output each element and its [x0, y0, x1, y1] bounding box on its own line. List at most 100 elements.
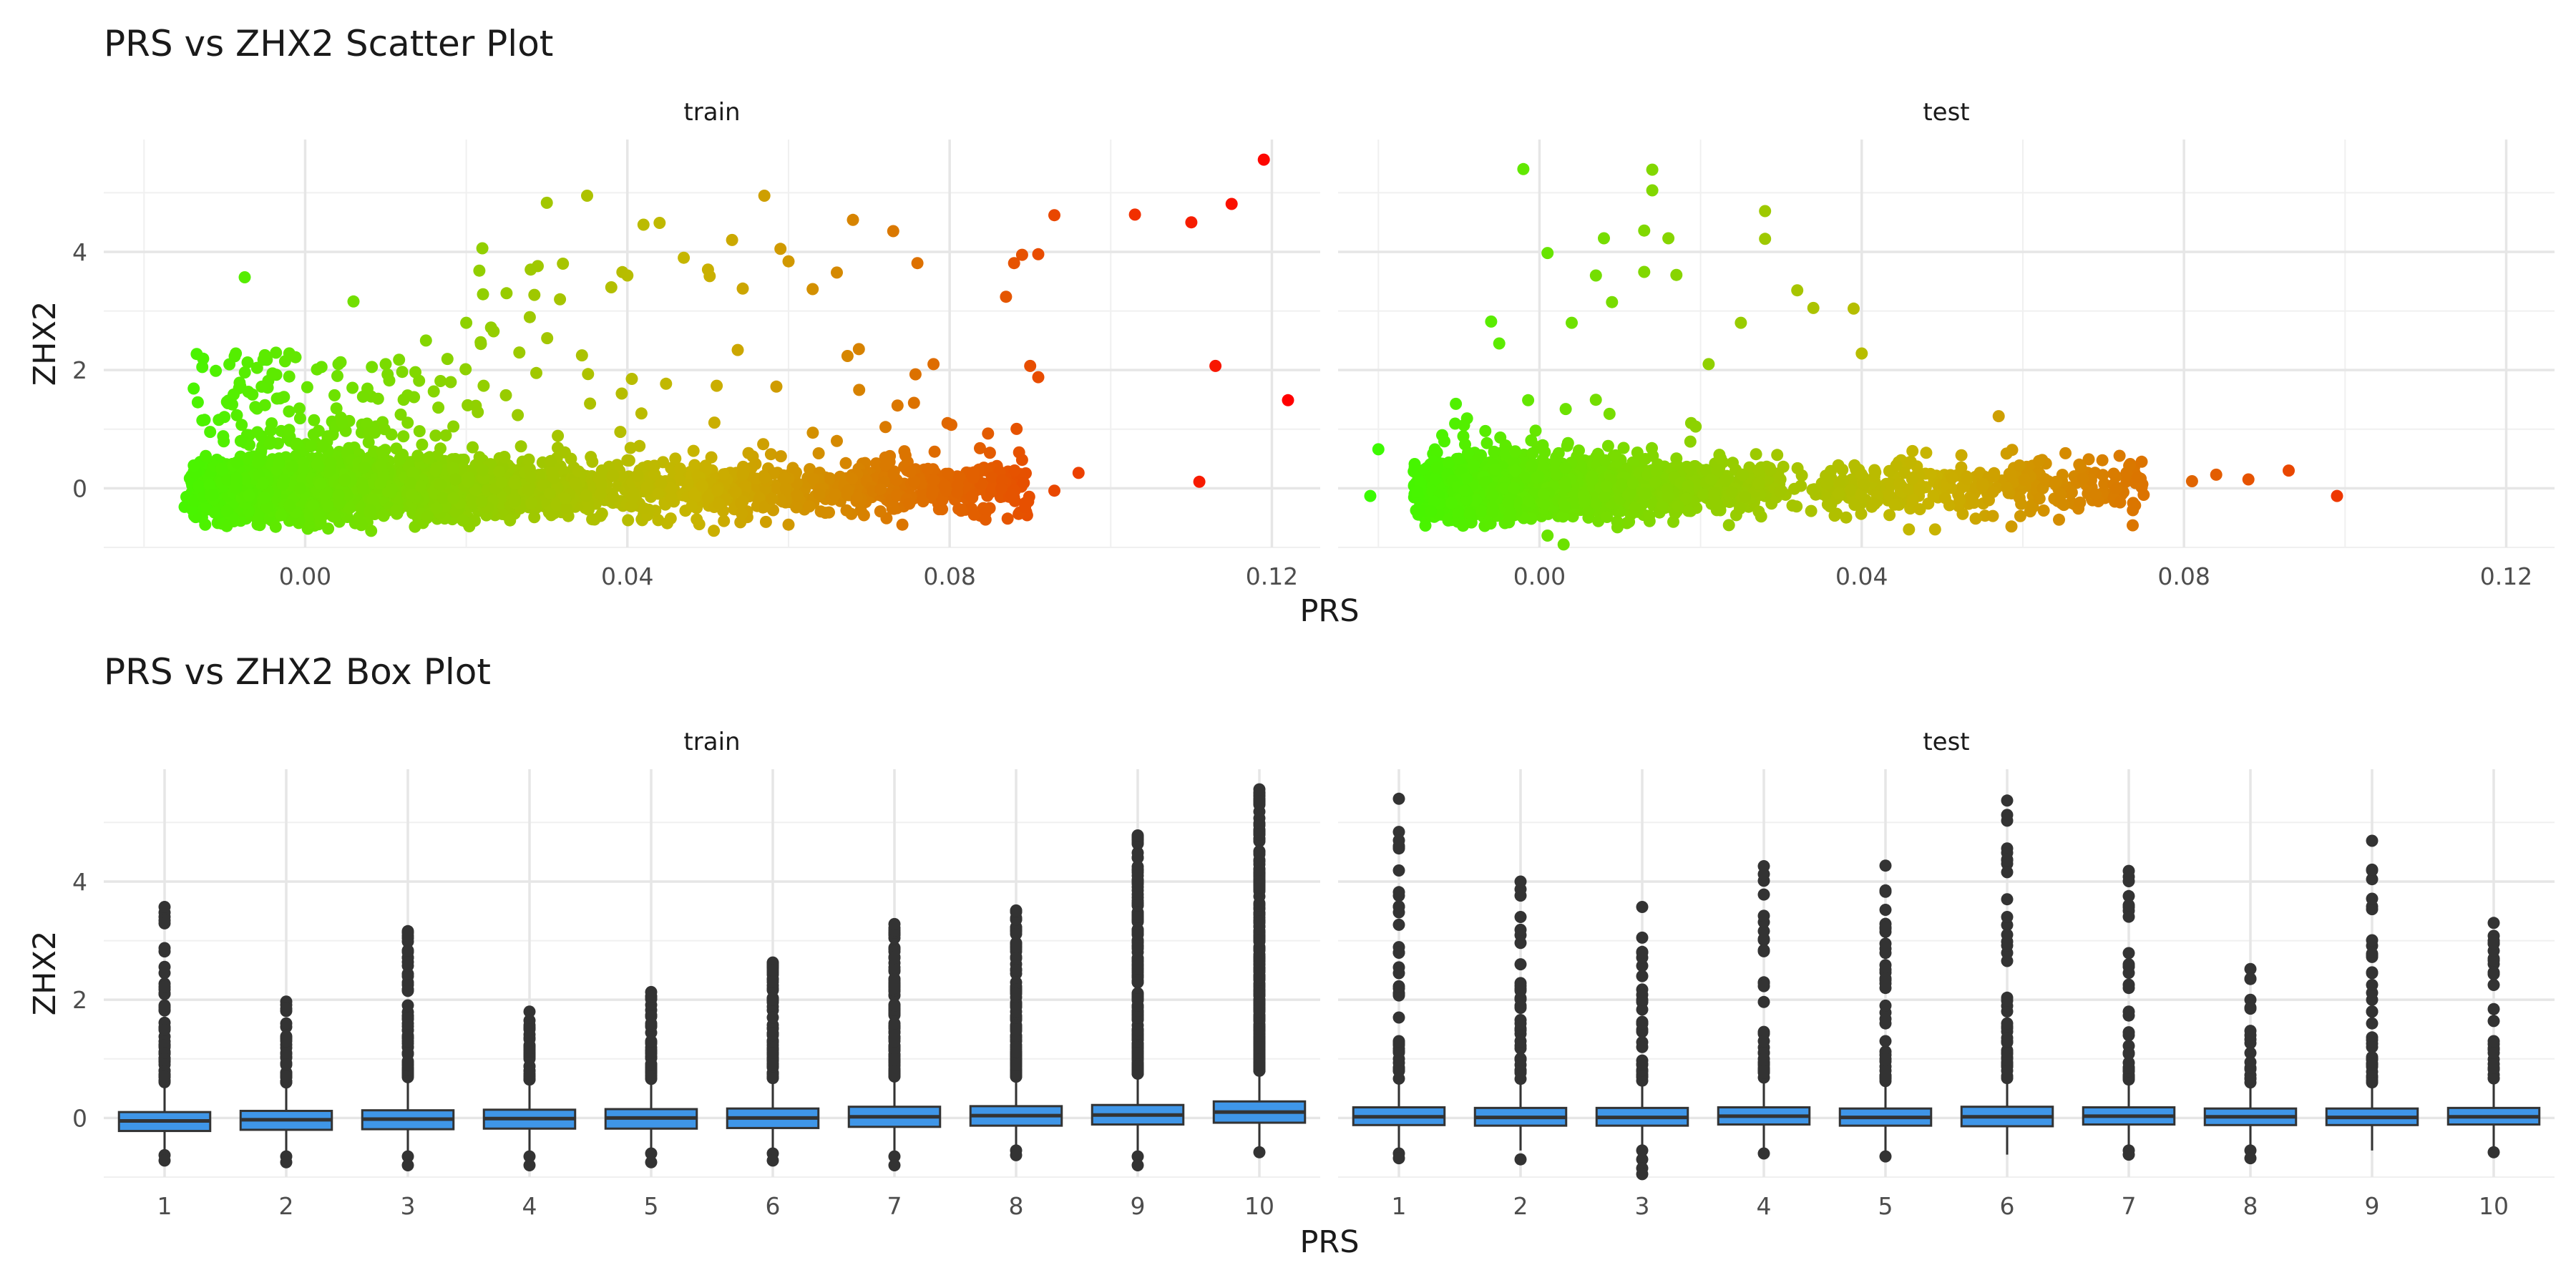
scatter-point-dense	[909, 368, 922, 381]
scatter-point	[419, 334, 432, 347]
scatter-point-dense	[928, 445, 941, 458]
scatter-point-dense	[547, 472, 560, 484]
scatter-point-dense	[904, 466, 917, 478]
box-plot-title: PRS vs ZHX2 Box Plot	[104, 651, 491, 693]
scatter-point-dense	[421, 510, 434, 523]
scatter-point	[1193, 475, 1206, 488]
scatter-point-dense	[487, 325, 500, 338]
scatter-point-dense	[409, 366, 421, 379]
scatter-point-dense	[660, 377, 673, 390]
scatter-point-dense	[742, 447, 755, 459]
scatter-point-dense	[416, 438, 429, 451]
scatter-point-dense	[449, 473, 462, 486]
scatter-point-dense	[523, 311, 536, 323]
scatter-point-dense	[230, 409, 243, 421]
scatter-point-dense	[429, 464, 442, 477]
scatter-point-dense	[243, 489, 255, 502]
scatter-point-dense	[457, 514, 469, 527]
scatter-point-dense	[467, 441, 479, 454]
scatter-point-dense	[766, 492, 779, 505]
scatter-point-dense	[293, 402, 306, 415]
x-tick-label: 0.04	[1835, 562, 1888, 590]
scatter-point-dense	[473, 264, 486, 277]
scatter-point-dense	[336, 416, 348, 429]
scatter-point-dense	[803, 500, 816, 513]
scatter-point-dense	[1001, 512, 1014, 525]
scatter-point-dense	[375, 459, 388, 472]
scatter-point	[1032, 371, 1045, 384]
scatter-point-dense	[896, 518, 909, 531]
scatter-point	[701, 263, 714, 276]
scatter-points	[1364, 162, 2343, 551]
scatter-point-dense	[1010, 422, 1023, 435]
scatter-point-dense	[584, 397, 597, 410]
scatter-point-dense	[926, 488, 939, 500]
scatter-point-dense	[995, 482, 1008, 495]
scatter-point-dense	[397, 430, 410, 443]
scatter-point	[1072, 467, 1085, 479]
scatter-point-dense	[615, 387, 628, 400]
scatter-point	[605, 281, 618, 293]
scatter-point-dense	[498, 451, 511, 463]
scatter-point	[758, 190, 771, 202]
scatter-point	[1185, 216, 1198, 229]
scatter-point	[1257, 153, 1270, 166]
scatter-point-dense	[328, 389, 341, 401]
scatter-point-dense	[307, 428, 320, 441]
scatter-point	[983, 447, 996, 459]
facet-label: test	[1923, 98, 1969, 127]
scatter-point-dense	[874, 505, 887, 518]
scatter-point-dense	[411, 449, 424, 462]
scatter-point-dense	[301, 381, 313, 394]
x-tick-label: 0.08	[923, 562, 975, 590]
scatter-point	[806, 283, 819, 296]
scatter-point-dense	[966, 489, 979, 502]
scatter-point-dense	[275, 509, 288, 522]
scatter-point	[1282, 394, 1294, 406]
scatter-point	[782, 255, 795, 268]
scatter-point-dense	[283, 499, 296, 512]
scatter-point-dense	[813, 488, 826, 501]
scatter-point-dense	[462, 399, 474, 411]
scatter-point-dense	[187, 459, 200, 472]
scatter-point-dense	[696, 479, 709, 492]
scatter-plot-title: PRS vs ZHX2 Scatter Plot	[104, 23, 554, 64]
scatter-point-dense	[614, 426, 627, 439]
scatter-point-dense	[774, 450, 787, 463]
scatter-point-dense	[512, 409, 525, 421]
scatter-point-dense	[622, 514, 635, 527]
scatter-point-dense	[313, 508, 326, 521]
scatter-point-dense	[942, 467, 955, 480]
scatter-point-dense	[718, 514, 731, 527]
scatter-point-dense	[208, 506, 221, 519]
scatter-point-dense	[504, 514, 517, 527]
scatter-point-dense	[806, 426, 819, 439]
scatter-point-dense	[250, 402, 263, 415]
scatter-point-dense	[759, 515, 772, 528]
scatter-point-dense	[922, 462, 935, 475]
scatter-point-dense	[390, 504, 403, 517]
scatter-point-dense	[477, 379, 490, 392]
scatter-point-dense	[255, 380, 268, 393]
scatter-point-dense	[509, 477, 522, 490]
x-tick-label: 0.00	[1513, 562, 1566, 590]
scatter-point-dense	[559, 492, 572, 505]
scatter-point-dense	[330, 402, 343, 415]
scatter-point	[1032, 248, 1045, 260]
scatter-point-dense	[558, 446, 571, 459]
scatter-point-dense	[628, 490, 640, 503]
scatter-point-dense	[266, 367, 279, 380]
scatter-point-dense	[829, 488, 841, 501]
scatter-point	[903, 497, 916, 510]
scatter-point-dense	[891, 399, 904, 412]
scatter-point-dense	[982, 427, 995, 440]
scatter-point	[678, 251, 691, 264]
scatter-point-dense	[652, 487, 665, 500]
scatter-point-dense	[355, 519, 368, 532]
scatter-point-dense	[270, 346, 283, 359]
scatter-point-dense	[607, 469, 620, 482]
scatter-point-dense	[839, 457, 852, 469]
scatter-point-dense	[806, 472, 819, 485]
